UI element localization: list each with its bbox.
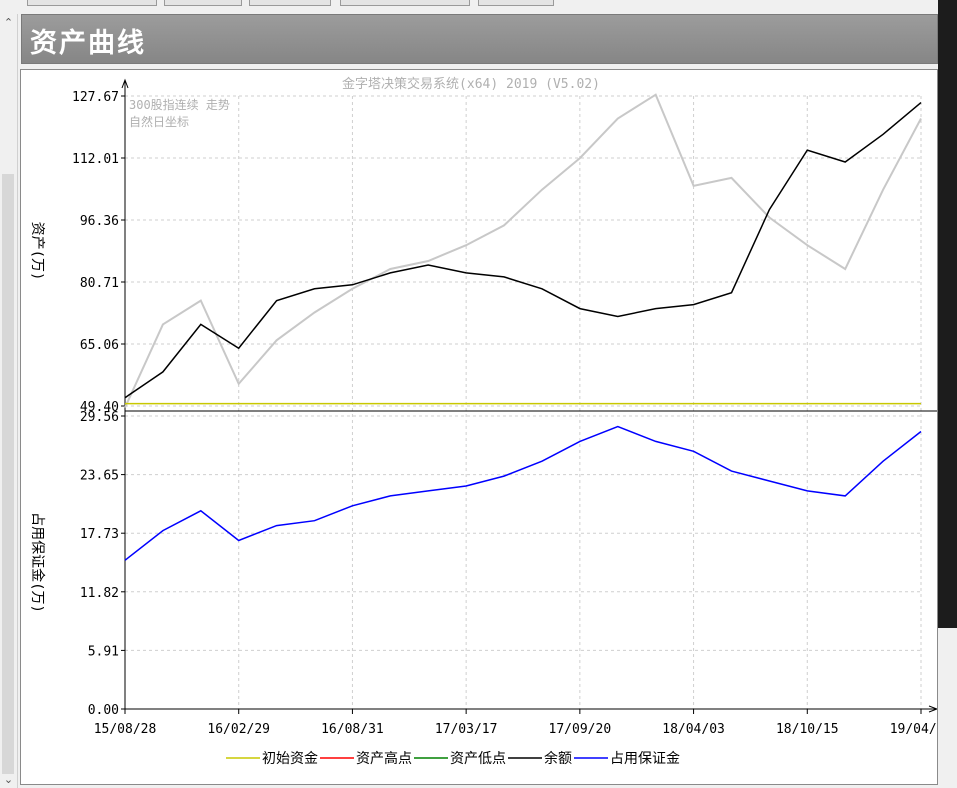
toolbar-tab[interactable]: [340, 0, 470, 6]
y-tick-label: 112.01: [72, 152, 119, 167]
chart-title: 金字塔决策交易系统(x64) 2019 (V5.02): [342, 76, 600, 92]
x-tick-label: 18/10/15: [776, 722, 839, 737]
x-tick-label: 15/08/28: [94, 722, 157, 737]
grid: [124, 95, 922, 710]
y-axis-label: 占用保证金(万): [29, 512, 45, 613]
legend-label: 余额: [544, 750, 572, 767]
toolbar-tab[interactable]: [478, 0, 554, 6]
x-tick-label: 17/03/17: [435, 722, 498, 737]
legend-label: 资产低点: [450, 751, 506, 767]
y-tick-label: 127.67: [72, 90, 119, 105]
toolbar-tab[interactable]: [249, 0, 331, 6]
x-tick-label: 19/04/23: [890, 722, 937, 737]
y-tick-label: 5.91: [88, 644, 119, 659]
asset-curve-chart: 127.67 112.01 96.36 80.71 65.06 49.40 资产(万) 29.…: [29, 76, 952, 767]
y-tick-label: 96.36: [80, 214, 119, 229]
y-tick-label: 23.65: [80, 469, 119, 484]
legend-label: 资产高点: [356, 750, 412, 767]
scrollbar-thumb[interactable]: [2, 174, 14, 774]
toolbar-tab[interactable]: [27, 0, 157, 6]
right-edge-dark: [938, 0, 957, 628]
y-axis-label: 资产(万): [29, 222, 45, 281]
scroll-down-icon[interactable]: ⌄: [3, 773, 14, 786]
x-tick-label: 17/09/20: [549, 722, 612, 737]
right-edge-light: [938, 628, 957, 788]
y-tick-label: 0.00: [88, 703, 119, 718]
y-axis-arrow: [121, 78, 129, 89]
series-line-index: [124, 93, 922, 409]
scroll-up-icon[interactable]: ⌃: [3, 16, 14, 29]
y-tick-label: 49.40: [80, 400, 119, 415]
chart-panel: 127.67 112.01 96.36 80.71 65.06 49.40 资产(万) 29.…: [20, 69, 952, 785]
toolbar-tab[interactable]: [164, 0, 242, 6]
legend-label: 初始资金: [262, 750, 318, 767]
x-tick-label: 18/04/03: [662, 722, 725, 737]
legend-label: 占用保证金: [610, 751, 680, 767]
series-line-margin: [124, 425, 922, 561]
y-tick-label: 29.56: [80, 410, 119, 425]
vertical-scrollbar[interactable]: ⌃ ⌄: [0, 14, 18, 788]
y-tick-label: 65.06: [80, 338, 119, 353]
x-tick-label: 16/08/31: [321, 722, 384, 737]
labels: 127.67 112.01 96.36 80.71 65.06 49.40 资产(万) 29.…: [29, 90, 952, 767]
series-line-balance: [124, 102, 922, 399]
page-title: 资产曲线: [30, 28, 146, 59]
annotation-calendar: 自然日坐标: [129, 114, 189, 129]
x-tick-label: 16/02/29: [207, 722, 270, 737]
y-tick-label: 17.73: [80, 527, 119, 542]
annotation-index-name: 300股指连续 走势: [129, 97, 230, 112]
y-tick-label: 11.82: [80, 586, 119, 601]
y-tick-label: 80.71: [80, 276, 119, 291]
top-toolbar-strip: [0, 0, 957, 10]
axes: [121, 78, 939, 714]
plot-area: [124, 93, 922, 561]
panel-title-bar: 资产曲线: [21, 14, 938, 64]
